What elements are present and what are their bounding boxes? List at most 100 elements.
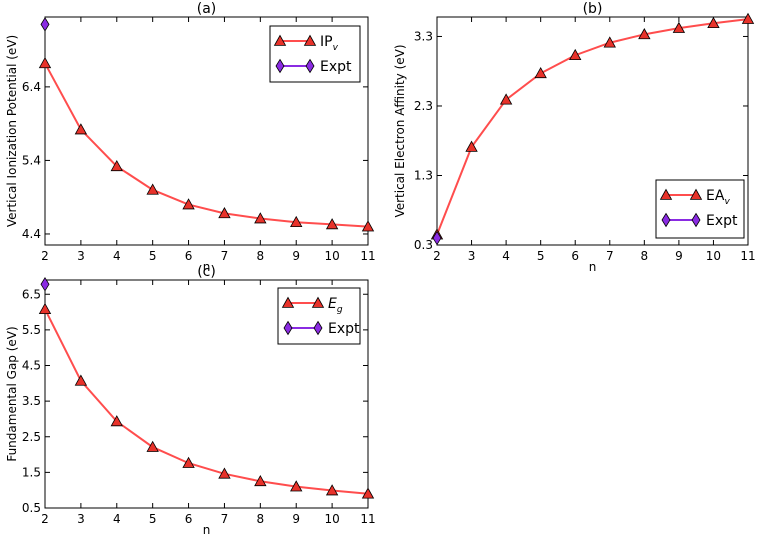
x-tick-label: 2 xyxy=(433,249,441,263)
y-axis-label: Vertical Ionization Potential (eV) xyxy=(5,35,19,227)
data-point-triangle xyxy=(534,66,547,79)
x-tick-label: 6 xyxy=(571,249,579,263)
data-point-triangle xyxy=(569,48,582,61)
data-point-triangle xyxy=(290,480,303,492)
y-tick-label: 1.3 xyxy=(414,168,433,182)
x-tick-label: 9 xyxy=(292,249,300,263)
legend-label-expt: Expt xyxy=(328,321,360,337)
x-tick-label: 3 xyxy=(77,512,85,526)
data-point-expt xyxy=(432,230,442,246)
data-point-triangle xyxy=(146,440,159,452)
x-tick-label: 9 xyxy=(675,249,683,263)
y-axis-label: Vertical Electron Affinity (eV) xyxy=(393,44,407,217)
series-line xyxy=(44,62,369,228)
x-tick-label: 11 xyxy=(740,249,755,263)
chart-panel-0: (a) 2 3 4 5 6 7 8 9 10 11 4.4 5.4 6.4 n Vertical Ioniza… xyxy=(5,1,376,274)
legend: EAv Expt xyxy=(655,179,745,239)
x-tick-label: 10 xyxy=(324,512,339,526)
data-point-triangle xyxy=(672,21,686,33)
chart-title: (c) xyxy=(197,264,216,280)
data-point-triangle xyxy=(38,302,52,315)
plot-frame xyxy=(436,16,749,246)
data-point-expt xyxy=(40,17,50,32)
legend-marker-triangle xyxy=(273,34,287,46)
x-tick-label: 5 xyxy=(537,249,545,263)
x-tick-label: 7 xyxy=(606,249,614,263)
y-tick-label: 1.5 xyxy=(22,465,41,479)
y-tick-label: 2.5 xyxy=(22,430,41,444)
legend: IPv Expt xyxy=(269,25,361,83)
y-tick-label: 3.5 xyxy=(22,394,41,408)
x-tick-label: 6 xyxy=(185,249,193,263)
legend-box xyxy=(277,287,361,345)
x-tick-label: 11 xyxy=(360,249,375,263)
data-point-triangle xyxy=(254,474,267,487)
legend-marker-triangle xyxy=(689,188,703,200)
data-point-triangle xyxy=(182,198,195,210)
plot-frame xyxy=(44,16,369,246)
data-point-triangle xyxy=(707,16,720,29)
data-point-triangle xyxy=(182,456,195,468)
data-point-triangle xyxy=(325,484,339,496)
legend-marker-triangle xyxy=(281,296,295,308)
x-tick-label: 7 xyxy=(221,249,229,263)
y-tick-label: 4.5 xyxy=(22,359,41,373)
x-tick-label: 2 xyxy=(41,249,49,263)
legend-marker-triangle xyxy=(659,188,673,200)
x-tick-label: 8 xyxy=(257,249,265,263)
x-tick-label: 4 xyxy=(113,249,121,263)
data-point-triangle xyxy=(465,140,478,152)
data-point-expt xyxy=(40,277,50,292)
y-tick-label: 2.3 xyxy=(414,99,433,113)
y-tick-label: 6.4 xyxy=(22,80,41,94)
y-axis-label: Fundamental Gap (eV) xyxy=(5,326,19,461)
data-point-triangle xyxy=(74,123,88,135)
legend-marker-triangle xyxy=(303,34,317,46)
x-axis-label: n xyxy=(589,260,597,274)
legend-label-expt: Expt xyxy=(320,59,352,75)
x-tick-label: 2 xyxy=(41,512,49,526)
series-line xyxy=(436,18,749,235)
legend-box xyxy=(269,25,361,83)
data-point-triangle xyxy=(603,36,616,48)
legend-label: Eg xyxy=(328,296,343,315)
x-tick-label: 11 xyxy=(360,512,375,526)
legend-marker-diamond xyxy=(661,212,671,228)
x-axis-label: n xyxy=(203,523,211,535)
chart-panel-2: (c) 2 3 4 5 6 7 8 9 10 11 0.5 1.5 2.5 3.5 4.5 5.5 6.5 n Fun… xyxy=(5,264,376,535)
x-tick-label: 5 xyxy=(149,249,157,263)
legend: Eg Expt xyxy=(277,287,361,345)
data-point-triangle xyxy=(146,183,159,195)
legend-marker-diamond xyxy=(305,58,315,74)
x-tick-label: 8 xyxy=(641,249,649,263)
legend-label-expt: Expt xyxy=(706,213,738,229)
data-point-triangle xyxy=(325,218,339,230)
plot-frame xyxy=(44,279,369,509)
legend-marker-diamond xyxy=(283,320,293,336)
legend-marker-triangle xyxy=(311,296,325,308)
data-point-triangle xyxy=(361,220,375,232)
data-point-triangle xyxy=(638,28,651,40)
data-point-triangle xyxy=(290,215,303,228)
y-tick-label: 6.5 xyxy=(22,287,41,301)
x-tick-label: 4 xyxy=(113,512,121,526)
legend-label: EAv xyxy=(706,188,730,207)
data-point-triangle xyxy=(110,159,123,172)
chart-title: (b) xyxy=(583,1,603,17)
y-tick-label: 5.4 xyxy=(22,153,41,167)
data-point-triangle xyxy=(499,93,513,105)
y-tick-label: 3.3 xyxy=(414,29,433,43)
x-tick-label: 3 xyxy=(77,249,85,263)
y-tick-label: 0.5 xyxy=(22,501,41,515)
chart-panel-1: (b) 2 3 4 5 6 7 8 9 10 11 0.3 1.3 2.3 3.3 n Vertical Ele… xyxy=(393,1,756,274)
data-point-triangle xyxy=(741,12,755,24)
data-point-triangle xyxy=(74,374,88,386)
series-line xyxy=(44,308,369,495)
x-tick-label: 6 xyxy=(185,512,193,526)
legend-label: IPv xyxy=(320,34,339,53)
data-point-triangle xyxy=(218,467,231,479)
x-tick-label: 10 xyxy=(706,249,721,263)
x-tick-label: 4 xyxy=(502,249,510,263)
y-tick-label: 5.5 xyxy=(22,323,41,337)
